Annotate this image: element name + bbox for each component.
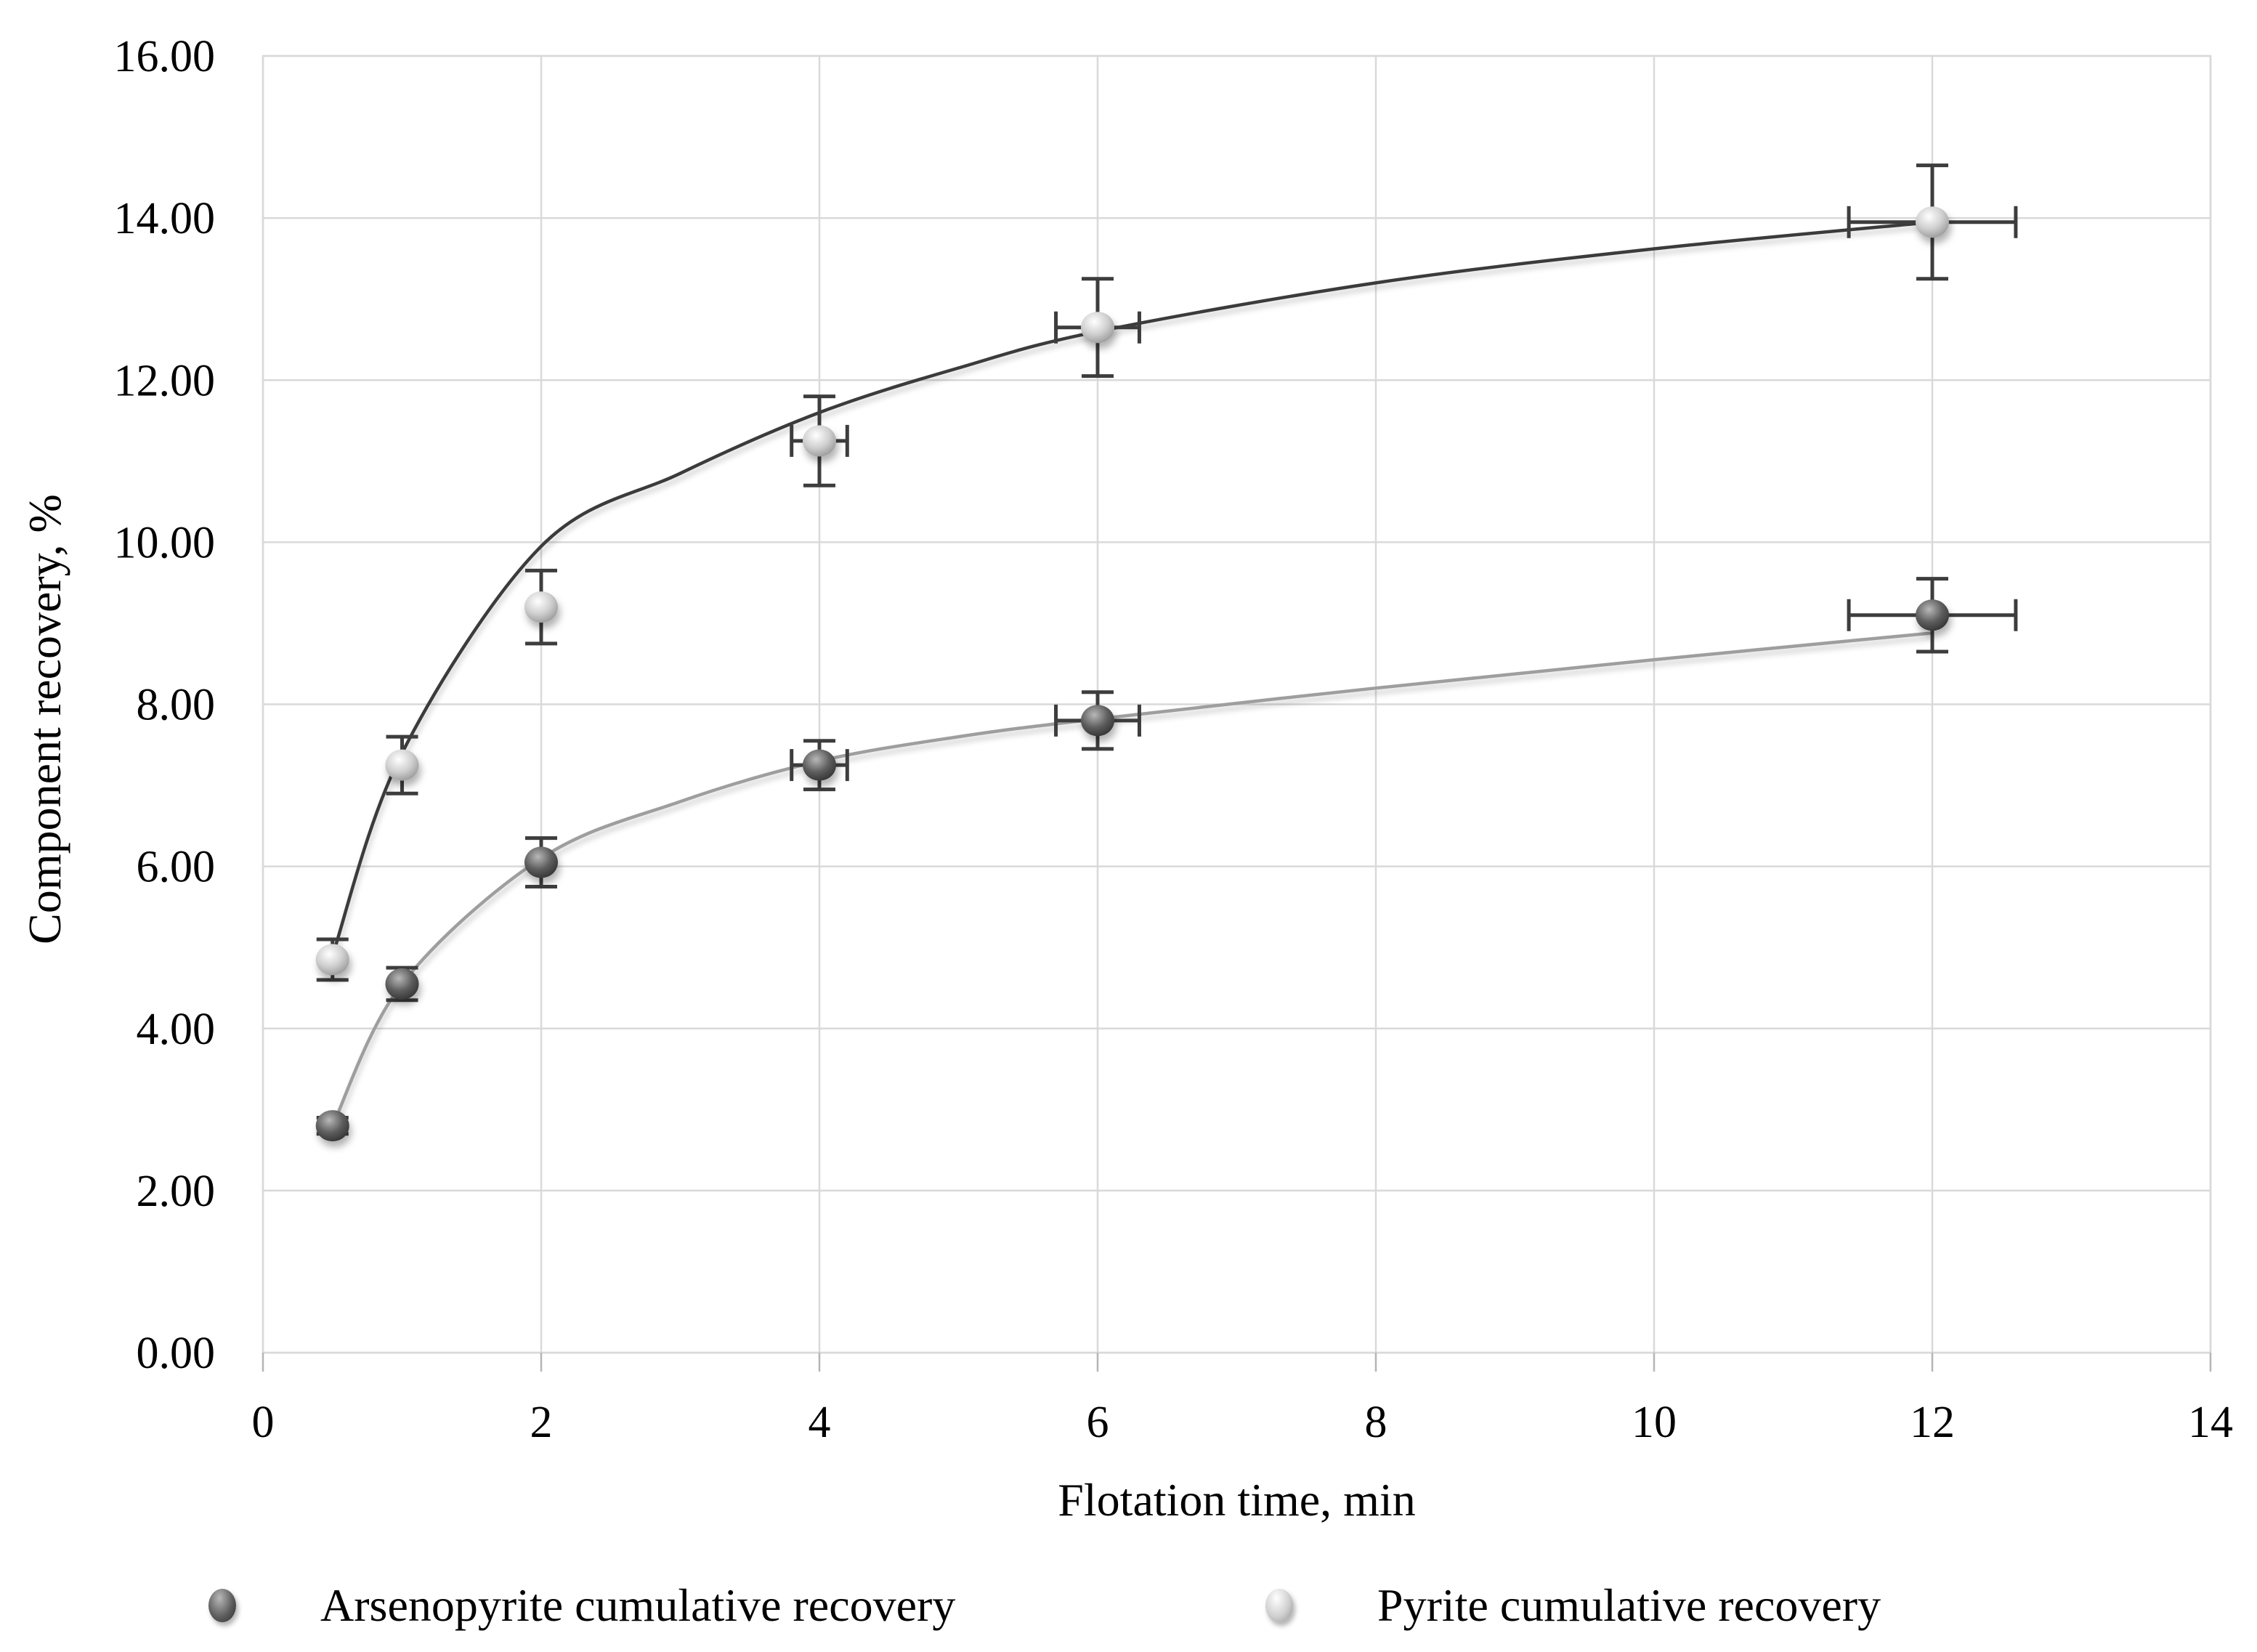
- data-point-arsenopyrite: [803, 749, 836, 781]
- trendline-arsenopyrite: [331, 631, 1933, 1127]
- y-tick-label: 12.00: [114, 356, 216, 405]
- y-tick-label: 16.00: [114, 32, 216, 81]
- data-point-pyrite: [315, 944, 349, 976]
- markers-pyrite: [315, 206, 1949, 976]
- data-point-arsenopyrite: [385, 968, 419, 1000]
- data-point-arsenopyrite: [1916, 599, 1949, 631]
- legend-label-arsenopyrite: Arsenopyrite cumulative recovery: [320, 1579, 956, 1631]
- y-tick-label: 4.00: [137, 1005, 216, 1054]
- data-point-arsenopyrite: [524, 846, 558, 878]
- x-tick-labels: 0 2 4 6 8 10 12 14: [252, 1398, 2234, 1447]
- data-point-arsenopyrite: [1081, 705, 1114, 737]
- y-tick-label: 2.00: [137, 1167, 216, 1216]
- x-axis-ticks: [262, 1353, 2212, 1372]
- y-tick-labels: 0.00 2.00 4.00 6.00 8.00 10.00 12.00 14.00 16.00: [114, 32, 216, 1378]
- y-tick-label: 8.00: [137, 681, 216, 730]
- legend: Arsenopyrite cumulative recovery Pyrite …: [0, 1569, 2257, 1649]
- legend-item-pyrite: Pyrite cumulative recovery: [1265, 1569, 1881, 1642]
- x-tick-label: 14: [2188, 1398, 2233, 1447]
- legend-label-pyrite: Pyrite cumulative recovery: [1377, 1579, 1881, 1631]
- data-point-arsenopyrite: [315, 1110, 349, 1142]
- x-tick-label: 2: [530, 1398, 553, 1447]
- data-point-pyrite: [803, 425, 836, 457]
- error-bars-arsenopyrite: [316, 577, 2018, 1136]
- y-tick-label: 10.00: [114, 518, 216, 567]
- x-tick-label: 10: [1632, 1398, 1677, 1447]
- y-tick-label: 6.00: [137, 843, 216, 892]
- data-point-pyrite: [1081, 312, 1114, 344]
- arsenopyrite-marker-icon: [208, 1589, 236, 1622]
- error-bars-pyrite: [316, 163, 2018, 982]
- trendline-pyrite: [331, 220, 1933, 957]
- y-tick-label: 0.00: [137, 1329, 216, 1378]
- markers-arsenopyrite: [315, 599, 1949, 1142]
- data-point-pyrite: [385, 749, 419, 781]
- data-point-pyrite: [524, 591, 558, 623]
- x-axis-title: Flotation time, min: [1058, 1474, 1416, 1526]
- legend-item-arsenopyrite: Arsenopyrite cumulative recovery: [208, 1569, 955, 1642]
- x-tick-label: 4: [809, 1398, 831, 1447]
- data-point-pyrite: [1916, 206, 1949, 238]
- x-tick-label: 12: [1910, 1398, 1955, 1447]
- y-axis-title: Component recovery, %: [19, 494, 70, 944]
- x-tick-label: 0: [252, 1398, 275, 1447]
- y-tick-label: 14.00: [114, 194, 216, 243]
- plot-border: [262, 54, 2212, 1354]
- x-tick-label: 6: [1087, 1398, 1109, 1447]
- pyrite-marker-icon: [1265, 1589, 1293, 1622]
- x-tick-label: 8: [1365, 1398, 1387, 1447]
